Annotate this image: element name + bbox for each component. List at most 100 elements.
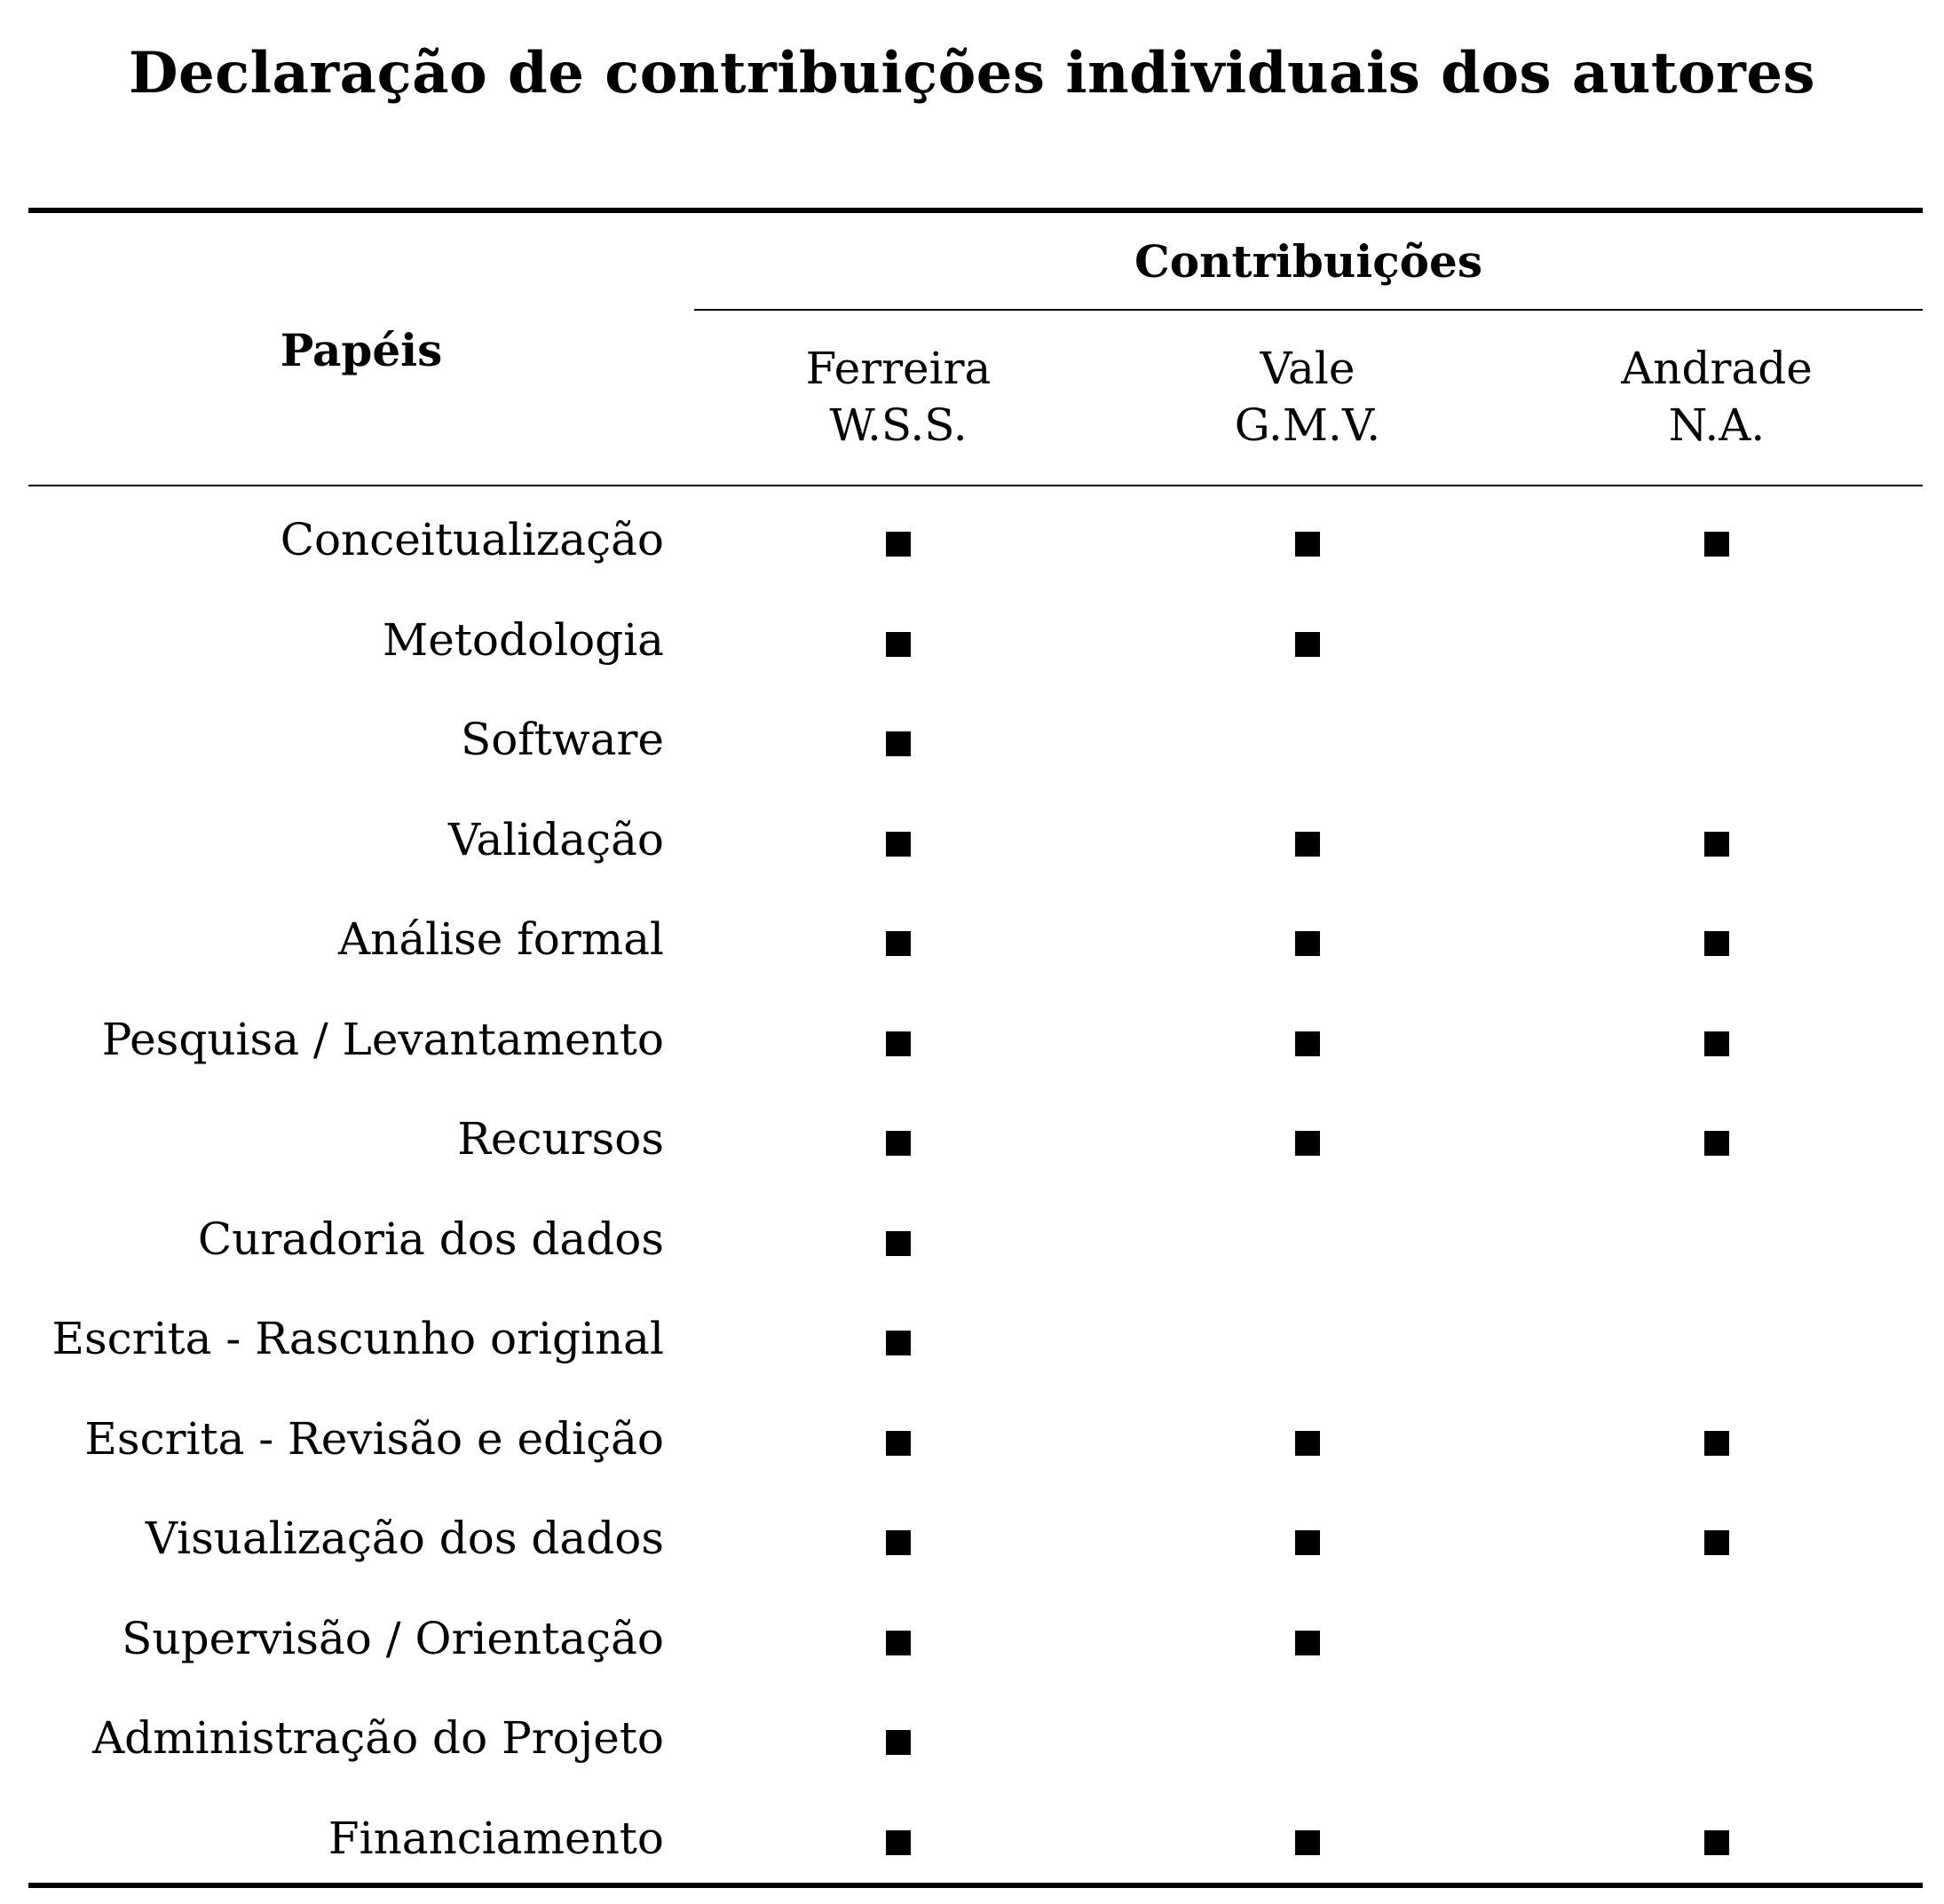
- contribution-mark-icon: [886, 1829, 911, 1855]
- header-bottom-rule: [28, 485, 1923, 486]
- contribution-cell: [1513, 999, 1921, 1079]
- contribution-mark-icon: [886, 1031, 911, 1056]
- contribution-mark-icon: [1295, 1530, 1320, 1555]
- contribution-mark-icon: [1295, 1630, 1320, 1655]
- contribution-cell: [1103, 1299, 1512, 1379]
- table-row: Software: [0, 699, 1944, 800]
- contribution-cell: [694, 600, 1102, 680]
- contribution-cell: [1513, 1399, 1921, 1479]
- contribution-cell: [1103, 999, 1512, 1079]
- contribution-mark-icon: [886, 532, 911, 557]
- role-label: Conceitualização: [280, 514, 664, 565]
- contribution-mark-icon: [1295, 1031, 1320, 1056]
- contribution-cell: [694, 899, 1102, 979]
- page-title: Declaração de contribuições individuais …: [128, 40, 1816, 107]
- contribution-mark-icon: [886, 1630, 911, 1655]
- contribution-cell: [694, 1099, 1102, 1179]
- table-row: Recursos: [0, 1099, 1944, 1199]
- table-row: Administração do Projeto: [0, 1698, 1944, 1798]
- contribution-mark-icon: [886, 731, 911, 756]
- contribution-mark-icon: [1704, 1131, 1729, 1156]
- contribution-cell: [694, 800, 1102, 880]
- contribution-mark-icon: [886, 931, 911, 956]
- contribution-cell: [1513, 899, 1921, 979]
- contribution-mark-icon: [886, 831, 911, 857]
- role-label: Pesquisa / Levantamento: [101, 1013, 664, 1065]
- role-label: Curadoria dos dados: [197, 1213, 664, 1265]
- contribution-mark-icon: [886, 631, 911, 657]
- contribution-cell: [1513, 800, 1921, 880]
- contributions-header: Contribuições: [1134, 235, 1482, 288]
- contribution-cell: [1513, 1199, 1921, 1279]
- table-top-rule: [28, 208, 1923, 213]
- author-surname: Ferreira: [805, 343, 992, 394]
- author-initials: W.S.S.: [829, 399, 968, 451]
- contribution-mark-icon: [1704, 831, 1729, 857]
- table-row: Pesquisa / Levantamento: [0, 999, 1944, 1100]
- roles-header: Papéis: [280, 324, 443, 376]
- contribution-mark-icon: [1295, 631, 1320, 657]
- contribution-cell: [1103, 899, 1512, 979]
- contribution-mark-icon: [1295, 831, 1320, 857]
- contribution-cell: [1513, 1299, 1921, 1379]
- table-row: Análise formal: [0, 899, 1944, 999]
- table-row: Financiamento: [0, 1798, 1944, 1899]
- contribution-mark-icon: [1295, 1829, 1320, 1855]
- contribution-mark-icon: [1704, 1829, 1729, 1855]
- contribution-cell: [1103, 1599, 1512, 1679]
- contribution-cell: [1513, 600, 1921, 680]
- contribution-mark-icon: [886, 1331, 911, 1355]
- table-row: Conceitualização: [0, 500, 1944, 600]
- role-label: Recursos: [457, 1113, 664, 1165]
- role-label: Software: [460, 714, 664, 765]
- contribution-mark-icon: [1295, 532, 1320, 557]
- contribution-cell: [1103, 699, 1512, 779]
- author-surname: Andrade: [1621, 343, 1813, 394]
- author-initials: N.A.: [1668, 399, 1766, 451]
- contribution-mark-icon: [1704, 532, 1729, 557]
- contribution-mark-icon: [886, 1131, 911, 1156]
- contribution-cell: [1103, 600, 1512, 680]
- contribution-cell: [694, 999, 1102, 1079]
- contribution-cell: [1103, 1798, 1512, 1878]
- table-body: Conceitualização Metodologia Software Valid…: [0, 500, 1944, 1898]
- contribution-mark-icon: [1704, 1530, 1729, 1555]
- contribution-mark-icon: [886, 1430, 911, 1456]
- contribution-cell: [694, 699, 1102, 779]
- contributions-rule: [694, 309, 1923, 311]
- table-row: Escrita - Revisão e edição: [0, 1399, 1944, 1499]
- table-bottom-rule: [28, 1883, 1923, 1888]
- role-label: Análise formal: [338, 913, 664, 965]
- contribution-cell: [1513, 1099, 1921, 1179]
- contribution-mark-icon: [1704, 1430, 1729, 1456]
- contribution-cell: [1513, 1599, 1921, 1679]
- contribution-cell: [1103, 1399, 1512, 1479]
- role-label: Visualização dos dados: [145, 1513, 664, 1564]
- contribution-cell: [694, 1698, 1102, 1778]
- role-label: Escrita - Revisão e edição: [84, 1412, 664, 1465]
- table-row: Metodologia: [0, 600, 1944, 700]
- contribution-mark-icon: [1295, 1131, 1320, 1156]
- contribution-cell: [694, 1399, 1102, 1479]
- role-label: Escrita - Rascunho original: [51, 1313, 664, 1364]
- role-label: Supervisão / Orientação: [122, 1612, 664, 1664]
- table-row: Curadoria dos dados: [0, 1199, 1944, 1300]
- contribution-mark-icon: [886, 1230, 911, 1256]
- author-header-ferreira: Ferreira W.S.S.: [694, 340, 1102, 454]
- author-header-vale: Vale G.M.V.: [1103, 340, 1512, 454]
- table-row: Escrita - Rascunho original: [0, 1299, 1944, 1399]
- contribution-cell: [1103, 1498, 1512, 1578]
- table-row: Validação: [0, 800, 1944, 900]
- contribution-cell: [694, 1599, 1102, 1679]
- contribution-mark-icon: [886, 1530, 911, 1555]
- author-initials: G.M.V.: [1234, 399, 1381, 451]
- table-row: Supervisão / Orientação: [0, 1599, 1944, 1699]
- contribution-cell: [1513, 500, 1921, 580]
- contribution-cell: [1513, 1798, 1921, 1878]
- contribution-mark-icon: [1295, 931, 1320, 956]
- contribution-cell: [1103, 500, 1512, 580]
- contribution-mark-icon: [1295, 1430, 1320, 1456]
- role-label: Financiamento: [328, 1812, 664, 1864]
- role-label: Metodologia: [383, 613, 664, 666]
- author-surname: Vale: [1260, 343, 1355, 394]
